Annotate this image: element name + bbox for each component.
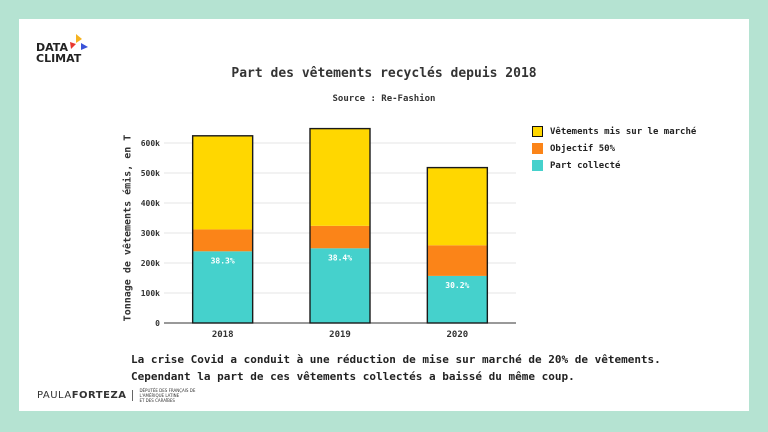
card [19, 19, 749, 411]
legend-swatch [532, 143, 543, 154]
data-label: 38.4% [328, 253, 352, 262]
author-name-bold: FORTEZA [71, 390, 127, 401]
data-label: 30.2% [445, 281, 469, 290]
author-name-light: PAULA [37, 390, 72, 401]
bar-outline [426, 166, 489, 324]
logo-line2: CLIMAT [36, 52, 82, 65]
y-tick-label: 200k [141, 259, 160, 268]
legend-swatch [532, 160, 543, 171]
bar-outline [191, 135, 254, 324]
legend-label: Objectif 50% [550, 143, 616, 154]
caption-line1: La crise Covid a conduit à une réduction… [131, 353, 661, 366]
footer-separator [132, 390, 134, 401]
chart-title: Part des vêtements recyclés depuis 2018 [231, 66, 537, 81]
legend-swatch [532, 126, 543, 137]
bar-segment [310, 225, 370, 249]
x-tick-label: 2020 [446, 330, 468, 340]
y-tick-label: 100k [141, 289, 160, 298]
logo-line1: DATA [36, 41, 68, 54]
legend-item: Vêtements mis sur le marché [532, 123, 696, 140]
chart-subtitle: Source : Re-Fashion [332, 94, 436, 104]
bar-outline [309, 127, 371, 324]
chart-caption: La crise Covid a conduit à une réduction… [131, 351, 661, 385]
chart-legend: Vêtements mis sur le marché Objectif 50% P… [532, 123, 696, 174]
y-tick-label: 300k [141, 229, 160, 238]
author-name: PAULAFORTEZA [37, 390, 126, 401]
author-role-line2: ET DES CARAÏBES [139, 398, 175, 403]
bar-segment [310, 128, 370, 226]
x-tick-label: 2019 [329, 330, 351, 340]
bar-segment [427, 167, 488, 246]
bar-segment [427, 245, 488, 276]
data-climat-logo: DATA CLIMAT [36, 34, 88, 65]
y-tick-label: 0 [155, 319, 160, 328]
y-tick-label: 400k [141, 199, 160, 208]
caption-line2: Cependant la part de ces vêtements colle… [131, 370, 575, 383]
legend-label: Vêtements mis sur le marché [550, 126, 697, 137]
y-tick-label: 500k [141, 169, 160, 178]
x-tick-label: 2018 [212, 330, 234, 340]
logo-triangles-icon [70, 34, 88, 50]
legend-item: Part collecté [532, 157, 696, 174]
legend-item: Objectif 50% [532, 140, 696, 157]
author-role-line1: DÉPUTÉE DES FRANÇAIS DE L'AMÉRIQUE LATIN… [139, 388, 196, 398]
data-label: 38.3% [211, 256, 235, 265]
y-tick-label: 600k [141, 139, 160, 148]
bar-segment [192, 135, 253, 230]
footer: PAULAFORTEZA DÉPUTÉE DES FRANÇAIS DE L'A… [37, 388, 209, 403]
legend-label: Part collecté [550, 160, 621, 171]
bar-segment [192, 229, 253, 252]
bar-segment [192, 251, 253, 323]
bar-segment [427, 275, 488, 323]
author-role: DÉPUTÉE DES FRANÇAIS DE L'AMÉRIQUE LATIN… [139, 388, 209, 403]
bar-segment [310, 248, 370, 323]
